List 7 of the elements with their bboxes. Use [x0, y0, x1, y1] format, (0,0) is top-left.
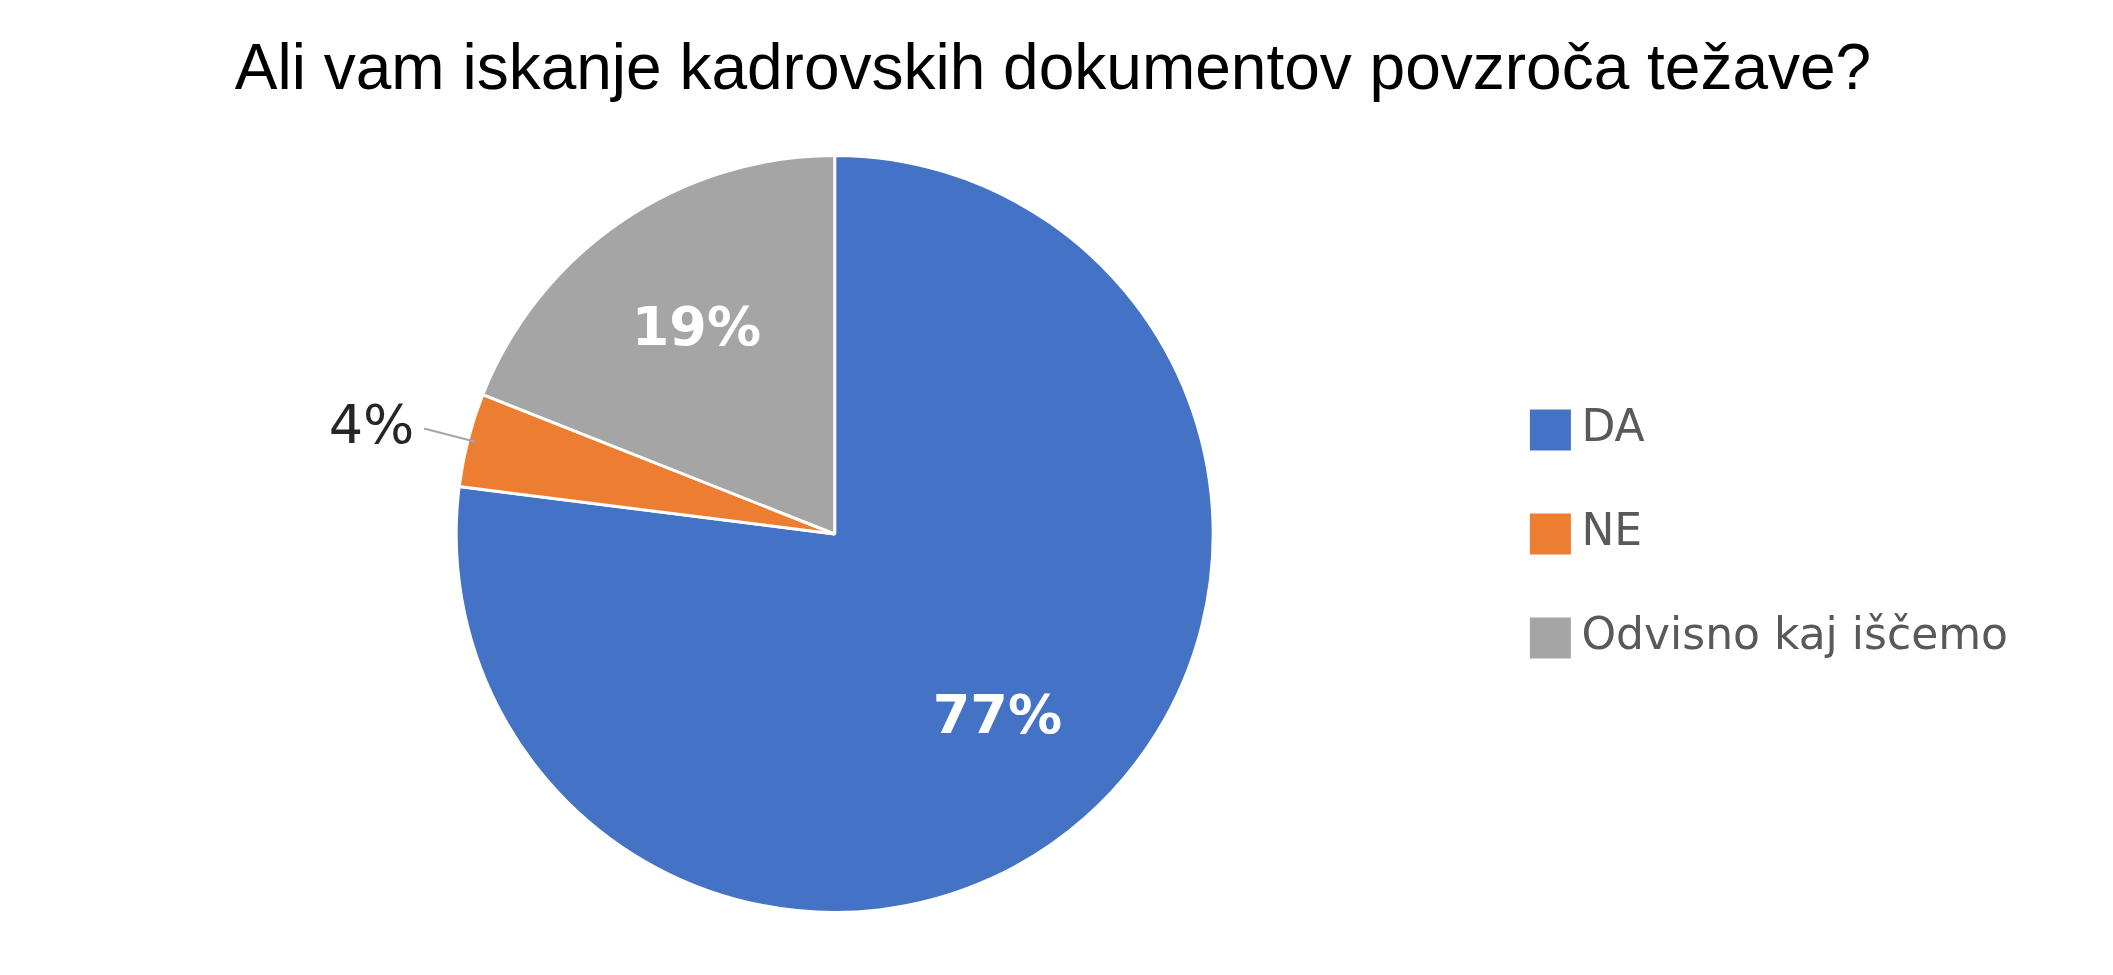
legend-label: DA: [1581, 400, 1645, 452]
legend-label: NE: [1581, 504, 1643, 556]
data-label: 77%: [932, 682, 1063, 746]
legend-label: Odvisno kaj iščemo: [1581, 608, 2009, 660]
chart-title: Ali vam iskanje kadrovskih dokumentov povzroča težave?: [233, 30, 1873, 104]
data-label: 19%: [631, 294, 762, 358]
data-label: 4%: [328, 392, 415, 456]
